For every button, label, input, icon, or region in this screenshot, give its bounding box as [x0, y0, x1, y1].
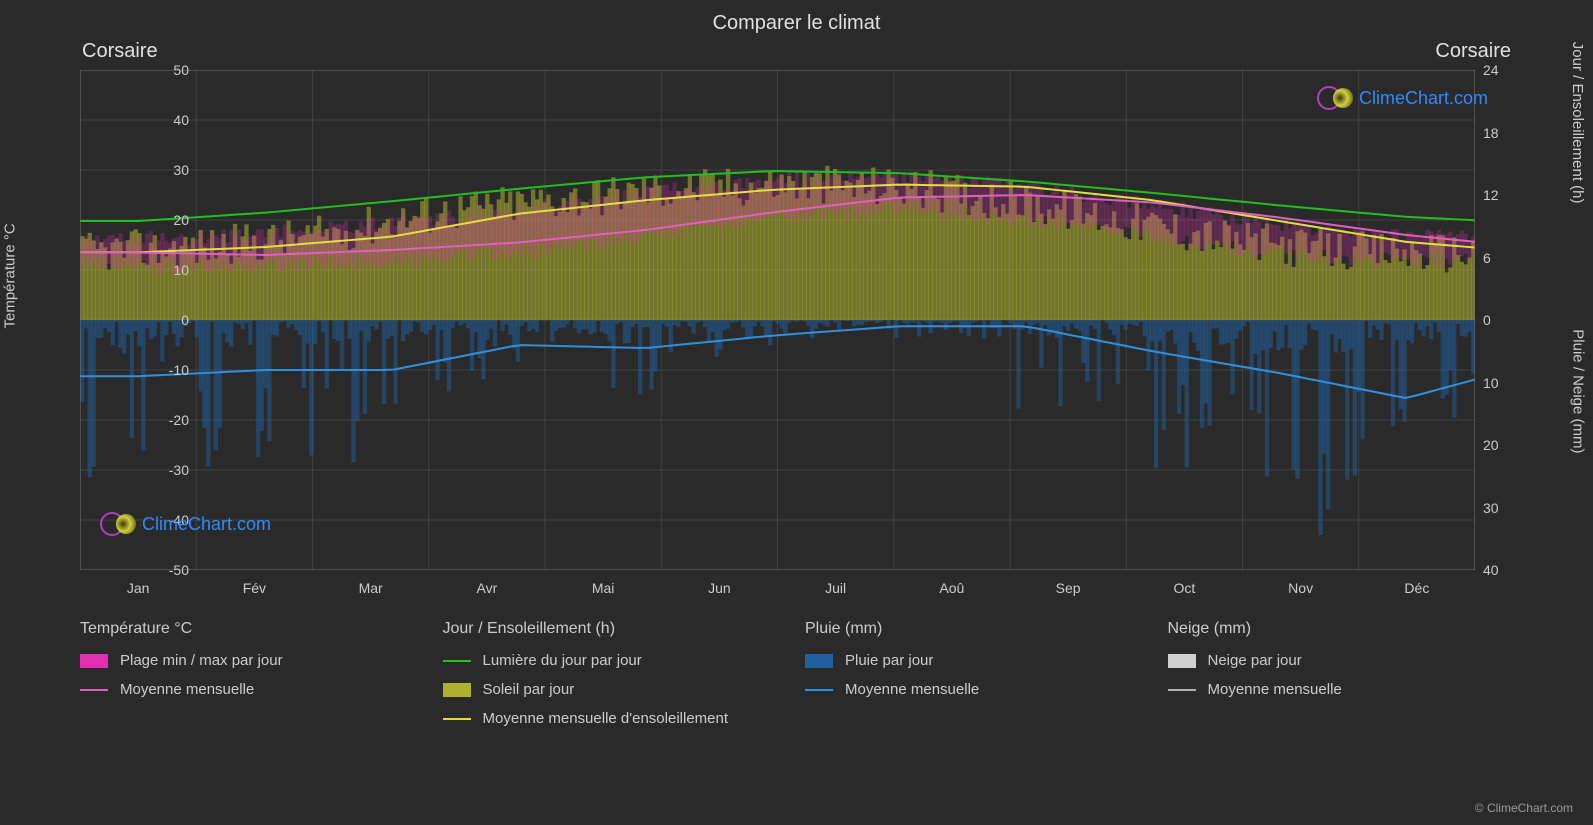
legend-item: Moyenne mensuelle: [1168, 681, 1491, 698]
y-tick-right-top: 18: [1483, 125, 1499, 141]
x-tick-month: Sep: [1056, 580, 1081, 596]
legend-item-label: Lumière du jour par jour: [483, 652, 642, 669]
legend-group-title: Neige (mm): [1168, 620, 1491, 638]
legend-item-label: Plage min / max par jour: [120, 652, 283, 669]
legend-group: Température °C Plage min / max par jour Mo…: [80, 620, 403, 739]
x-tick-month: Jun: [708, 580, 731, 596]
y-tick-left: -30: [169, 462, 189, 478]
copyright: © ClimeChart.com: [1475, 801, 1573, 815]
legend-group-title: Pluie (mm): [805, 620, 1128, 638]
x-tick-month: Juil: [825, 580, 846, 596]
legend: Température °C Plage min / max par jour Mo…: [80, 620, 1490, 739]
legend-item-label: Moyenne mensuelle: [120, 681, 254, 698]
y-tick-left: 40: [173, 112, 189, 128]
legend-box-swatch: [1168, 654, 1196, 668]
y-tick-left: -20: [169, 412, 189, 428]
y-tick-right-top: 0: [1483, 312, 1491, 328]
plot-svg: [80, 70, 1475, 570]
y-tick-left: 0: [181, 312, 189, 328]
y-axis-right-bottom-label: Pluie / Neige (mm): [1570, 329, 1587, 453]
climate-chart: Comparer le climat Corsaire Corsaire Tem…: [0, 0, 1593, 825]
chart-title: Comparer le climat: [0, 0, 1593, 35]
y-tick-left: 30: [173, 162, 189, 178]
x-tick-month: Jan: [127, 580, 150, 596]
y-tick-right-top: 24: [1483, 62, 1499, 78]
plot-area: [80, 70, 1475, 570]
legend-box-swatch: [805, 654, 833, 668]
y-tick-left: 10: [173, 262, 189, 278]
legend-item-label: Moyenne mensuelle: [1208, 681, 1342, 698]
legend-item: Moyenne mensuelle d'ensoleillement: [443, 710, 766, 727]
x-tick-month: Déc: [1404, 580, 1429, 596]
legend-item: Plage min / max par jour: [80, 652, 403, 669]
x-tick-month: Aoû: [939, 580, 964, 596]
x-tick-month: Mai: [592, 580, 615, 596]
legend-group-title: Jour / Ensoleillement (h): [443, 620, 766, 638]
legend-line-swatch: [80, 689, 108, 691]
x-tick-month: Oct: [1173, 580, 1195, 596]
legend-item-label: Soleil par jour: [483, 681, 575, 698]
y-tick-right-bottom: 30: [1483, 500, 1499, 516]
legend-item: Moyenne mensuelle: [805, 681, 1128, 698]
legend-group: Jour / Ensoleillement (h) Lumière du jour…: [443, 620, 766, 739]
x-tick-month: Avr: [477, 580, 498, 596]
x-tick-month: Fév: [243, 580, 266, 596]
watermark-top: ClimeChart.com: [1317, 86, 1488, 110]
y-axis-right-top-label: Jour / Ensoleillement (h): [1570, 42, 1587, 204]
legend-box-swatch: [80, 654, 108, 668]
y-tick-left: -50: [169, 562, 189, 578]
legend-item-label: Moyenne mensuelle: [845, 681, 979, 698]
legend-group-title: Température °C: [80, 620, 403, 638]
legend-box-swatch: [443, 683, 471, 697]
legend-item: Moyenne mensuelle: [80, 681, 403, 698]
legend-item-label: Moyenne mensuelle d'ensoleillement: [483, 710, 729, 727]
location-label-left: Corsaire: [82, 40, 158, 63]
legend-line-swatch: [1168, 689, 1196, 691]
y-tick-right-bottom: 40: [1483, 562, 1499, 578]
watermark-text: ClimeChart.com: [142, 514, 271, 535]
watermark-text: ClimeChart.com: [1359, 88, 1488, 109]
logo-sun-icon: [1333, 88, 1353, 108]
legend-group: Pluie (mm) Pluie par jour Moyenne mensuell…: [805, 620, 1128, 739]
y-tick-left: 50: [173, 62, 189, 78]
legend-line-swatch: [443, 660, 471, 662]
legend-group: Neige (mm) Neige par jour Moyenne mensuell…: [1168, 620, 1491, 739]
y-tick-left: -10: [169, 362, 189, 378]
legend-line-swatch: [805, 689, 833, 691]
y-tick-left: 20: [173, 212, 189, 228]
legend-item: Neige par jour: [1168, 652, 1491, 669]
legend-item: Pluie par jour: [805, 652, 1128, 669]
x-tick-month: Nov: [1288, 580, 1313, 596]
y-tick-right-bottom: 20: [1483, 437, 1499, 453]
legend-item: Lumière du jour par jour: [443, 652, 766, 669]
legend-item-label: Pluie par jour: [845, 652, 933, 669]
x-tick-month: Mar: [359, 580, 383, 596]
y-tick-right-top: 6: [1483, 250, 1491, 266]
watermark-bottom: ClimeChart.com: [100, 512, 271, 536]
legend-item: Soleil par jour: [443, 681, 766, 698]
legend-line-swatch: [443, 718, 471, 720]
legend-item-label: Neige par jour: [1208, 652, 1302, 669]
y-tick-right-top: 12: [1483, 187, 1499, 203]
y-tick-right-bottom: 10: [1483, 375, 1499, 391]
location-label-right: Corsaire: [1435, 40, 1511, 63]
y-axis-left-label: Température °C: [2, 223, 19, 328]
logo-sun-icon: [116, 514, 136, 534]
